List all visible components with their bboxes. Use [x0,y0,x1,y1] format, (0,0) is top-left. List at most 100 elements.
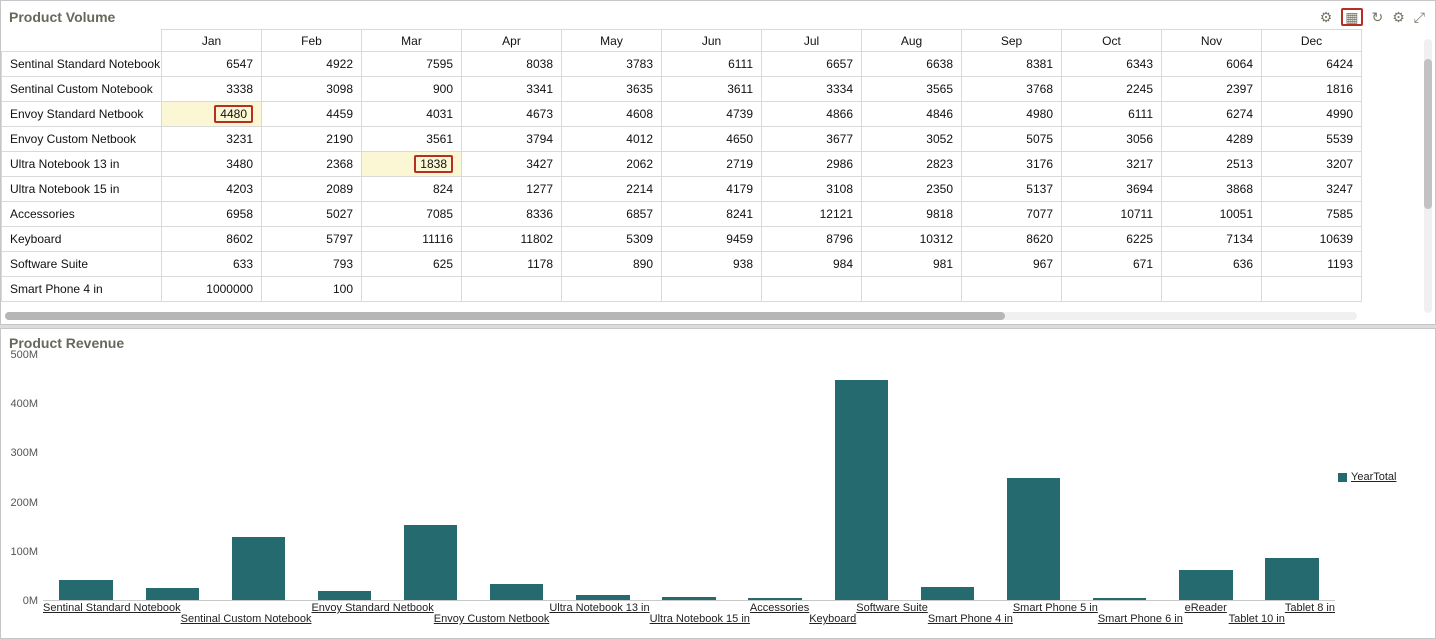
data-cell[interactable]: 9459 [661,226,762,252]
data-cell[interactable]: 5027 [261,201,362,227]
data-cell[interactable]: 633 [161,251,262,277]
category-link-tablet-10-in[interactable]: Tablet 10 in [1228,613,1285,625]
data-cell[interactable]: 2986 [761,151,862,177]
data-cell[interactable]: 2214 [561,176,662,202]
data-cell[interactable]: 3694 [1061,176,1162,202]
bar-keyboard[interactable] [662,596,716,600]
data-cell[interactable]: 2823 [861,151,962,177]
data-cell[interactable]: 3108 [761,176,862,202]
data-cell[interactable]: 3341 [461,76,562,102]
data-cell[interactable] [661,276,762,302]
data-cell[interactable]: 3217 [1061,151,1162,177]
data-cell[interactable]: 10051 [1161,201,1262,227]
data-cell[interactable]: 8796 [761,226,862,252]
data-cell[interactable]: 2719 [661,151,762,177]
legend-item-yeartotal[interactable]: YearTotal [1338,471,1396,483]
data-cell[interactable]: 3480 [161,151,262,177]
data-cell[interactable]: 4739 [661,101,762,127]
data-cell[interactable]: 8602 [161,226,262,252]
data-cell[interactable]: 3768 [961,76,1062,102]
bar-smart-phone-4-in[interactable] [834,379,889,600]
data-cell[interactable]: 4012 [561,126,662,152]
data-cell[interactable]: 3247 [1261,176,1362,202]
data-cell[interactable]: 7595 [361,51,462,77]
data-cell[interactable]: 984 [761,251,862,277]
data-cell[interactable]: 4990 [1261,101,1362,127]
data-cell[interactable]: 11116 [361,226,462,252]
data-cell[interactable]: 3052 [861,126,962,152]
data-cell[interactable]: 3561 [361,126,462,152]
data-cell[interactable]: 4480 [161,101,262,127]
data-cell[interactable]: 8381 [961,51,1062,77]
data-cell[interactable]: 900 [361,76,462,102]
data-cell[interactable]: 2190 [261,126,362,152]
data-cell[interactable]: 8241 [661,201,762,227]
data-cell[interactable]: 4673 [461,101,562,127]
bar-smart-phone-5-in[interactable] [920,587,975,600]
data-cell[interactable]: 3231 [161,126,262,152]
data-cell[interactable]: 671 [1061,251,1162,277]
bar-software-suite[interactable] [748,598,802,600]
data-cell[interactable]: 2350 [861,176,962,202]
data-cell[interactable]: 4650 [661,126,762,152]
data-cell[interactable]: 6343 [1061,51,1162,77]
data-cell[interactable]: 7585 [1261,201,1362,227]
data-cell[interactable]: 4980 [961,101,1062,127]
data-cell[interactable]: 2062 [561,151,662,177]
data-cell[interactable]: 3334 [761,76,862,102]
settings-gear-icon[interactable]: ⚙ [1319,9,1333,25]
data-cell[interactable]: 3338 [161,76,262,102]
data-cell[interactable]: 2368 [261,151,362,177]
category-link-ultra-notebook-13-in[interactable]: Ultra Notebook 13 in [549,602,650,614]
data-cell[interactable]: 938 [661,251,762,277]
data-cell[interactable]: 1816 [1261,76,1362,102]
refresh-icon[interactable]: ↻ [1371,9,1384,25]
category-link-ereader[interactable]: eReader [1184,602,1227,614]
data-cell[interactable]: 3783 [561,51,662,77]
bar-smart-phone-6-in[interactable] [1006,478,1061,600]
data-cell[interactable] [361,276,462,302]
data-cell[interactable] [961,276,1062,302]
data-cell[interactable]: 7085 [361,201,462,227]
horizontal-scrollbar-thumb[interactable] [5,312,1006,320]
vertical-scrollbar-thumb[interactable] [1424,59,1432,209]
bar-envoy-standard-netbook[interactable] [231,537,286,600]
data-cell[interactable]: 8038 [461,51,562,77]
data-cell[interactable]: 3794 [461,126,562,152]
data-cell[interactable]: 8336 [461,201,562,227]
grid-view-icon[interactable]: ▦ [1341,8,1363,26]
data-cell[interactable]: 1000000 [161,276,262,302]
maximize-icon[interactable]: ⤢ [1413,9,1425,25]
data-cell[interactable]: 4203 [161,176,262,202]
data-cell[interactable]: 5137 [961,176,1062,202]
data-cell[interactable]: 100 [261,276,362,302]
data-cell[interactable] [1161,276,1262,302]
data-cell[interactable]: 10711 [1061,201,1162,227]
bar-accessories[interactable] [576,595,630,600]
data-cell[interactable]: 12121 [761,201,862,227]
data-cell[interactable]: 5075 [961,126,1062,152]
data-cell[interactable]: 3611 [661,76,762,102]
data-cell[interactable]: 3868 [1161,176,1262,202]
data-cell[interactable]: 2245 [1061,76,1162,102]
data-cell[interactable]: 6424 [1261,51,1362,77]
data-cell[interactable]: 824 [361,176,462,202]
bar-tablet-8-in[interactable] [1265,558,1319,600]
data-cell[interactable]: 6958 [161,201,262,227]
bar-envoy-custom-netbook[interactable] [317,591,372,600]
vertical-scrollbar-track[interactable] [1424,39,1432,313]
data-cell[interactable]: 3565 [861,76,962,102]
data-cell[interactable]: 6638 [861,51,962,77]
data-cell[interactable]: 890 [561,251,662,277]
horizontal-scrollbar-track[interactable] [5,312,1357,320]
data-cell[interactable]: 9818 [861,201,962,227]
data-cell[interactable]: 4031 [361,101,462,127]
data-cell[interactable]: 7077 [961,201,1062,227]
data-cell[interactable]: 3176 [961,151,1062,177]
data-cell[interactable]: 6274 [1161,101,1262,127]
data-cell[interactable]: 7134 [1161,226,1262,252]
data-cell[interactable]: 5797 [261,226,362,252]
bar-ultra-notebook-13-in[interactable] [403,525,458,600]
category-link-envoy-standard-netbook[interactable]: Envoy Standard Netbook [311,602,434,614]
data-cell[interactable]: 2089 [261,176,362,202]
